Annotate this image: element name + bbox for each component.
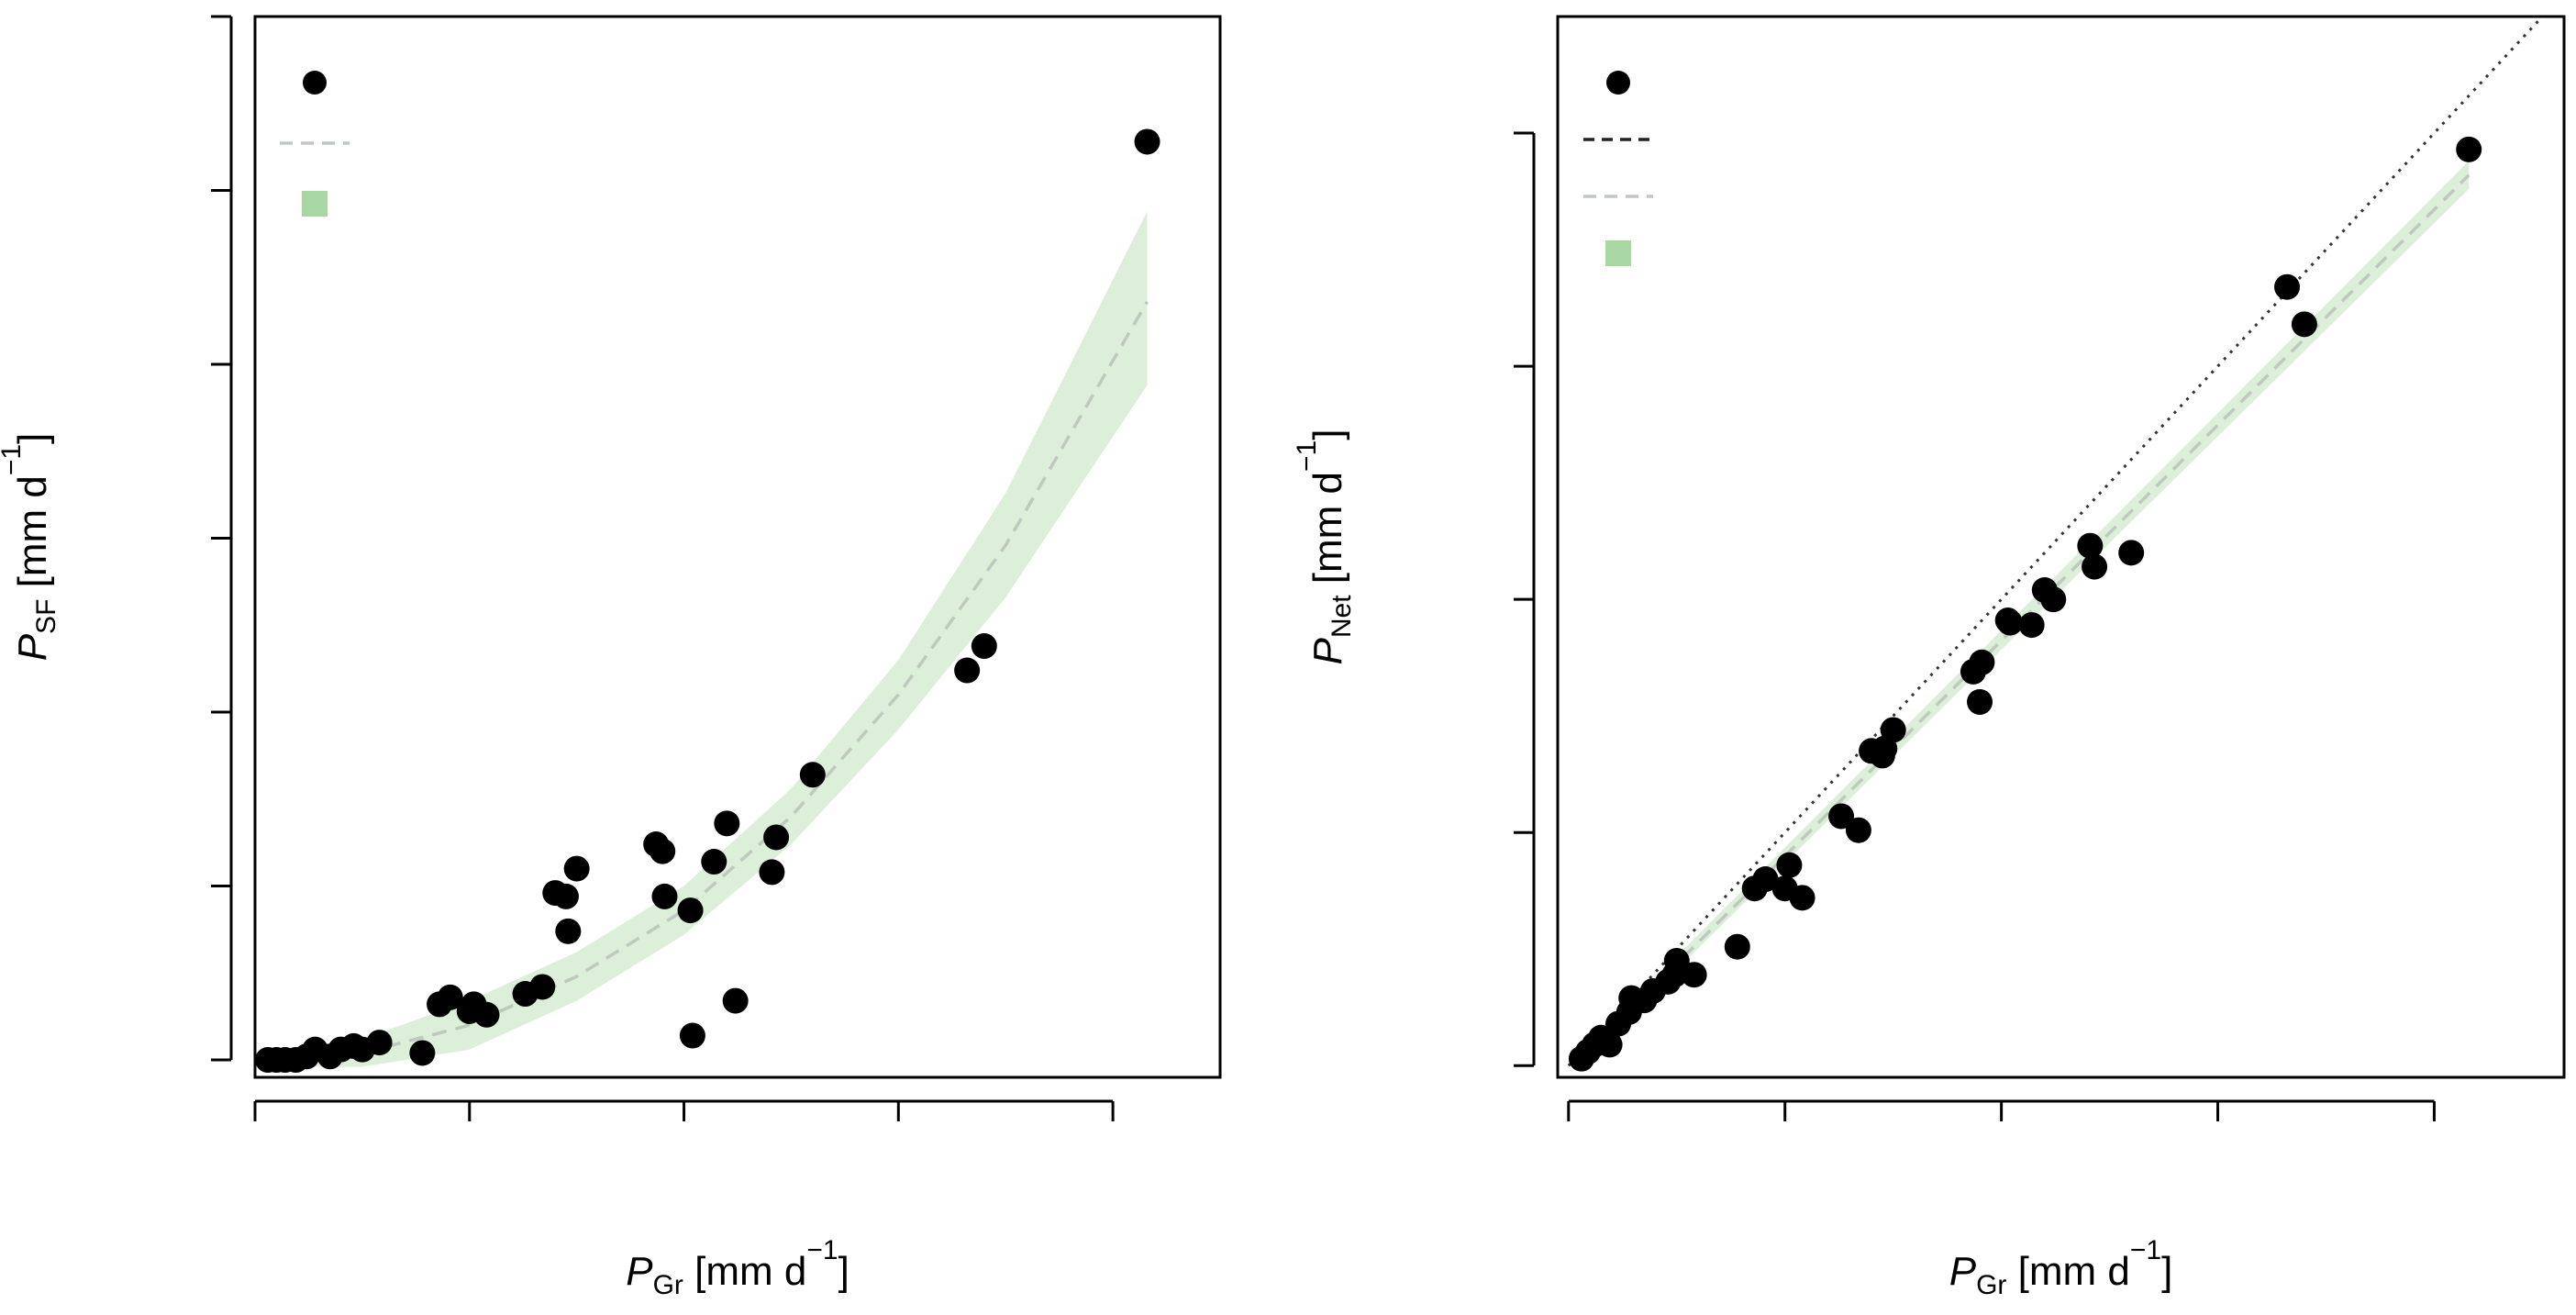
axis-title-symbol: P <box>1949 1249 1977 1294</box>
data-point <box>563 855 590 882</box>
data-point <box>1828 803 1855 830</box>
data-point <box>2274 273 2301 300</box>
data-point <box>1724 933 1750 960</box>
axis-title-sup: −1 <box>2130 1235 2161 1265</box>
panel-a: PGr [mm d−1]PSF [mm d−1] <box>0 15 1222 1300</box>
legend-band-symbol <box>302 191 328 217</box>
axis-title-sup: −1 <box>1292 440 1322 472</box>
data-point <box>971 633 997 660</box>
axis-title-unit: [mm d <box>2006 1249 2129 1294</box>
axis-title-sub: Gr <box>1976 1270 2006 1300</box>
data-point <box>1969 649 1995 675</box>
data-point <box>555 918 582 944</box>
data-point <box>651 883 678 909</box>
data-point <box>1776 852 1803 878</box>
data-point <box>1845 817 1871 843</box>
axis-title-sup: −1 <box>806 1235 838 1265</box>
axis-title-unit: [mm d <box>683 1249 806 1294</box>
y-axis-title: PSF [mm d−1] <box>0 433 61 662</box>
one-to-one-line <box>1567 15 2544 1067</box>
axis-title-symbol: P <box>626 1249 653 1294</box>
data-point <box>1967 688 1993 715</box>
x-axis-title: PGr [mm d−1] <box>1949 1235 2173 1300</box>
legend-point-symbol <box>1606 71 1630 95</box>
axis-title-close: ] <box>1305 429 1350 440</box>
data-point <box>2118 540 2145 566</box>
axis-title-unit: [mm d <box>10 475 55 598</box>
data-point <box>2077 532 2104 559</box>
data-point <box>954 657 981 684</box>
data-point <box>2018 612 2045 639</box>
axis-title-symbol: P <box>10 633 55 661</box>
y-axis-title: PNet [mm d−1] <box>1292 429 1357 665</box>
confidence-band <box>1581 161 2470 1064</box>
axis-title-unit: [mm d <box>1305 472 1350 595</box>
data-point <box>437 984 463 1010</box>
legend-point-symbol <box>303 71 327 95</box>
legend-band-symbol <box>1605 240 1631 266</box>
data-point <box>722 987 749 1014</box>
data-point <box>759 859 785 886</box>
confidence-band <box>268 211 1148 1067</box>
data-point <box>1663 947 1690 974</box>
data-point <box>679 1022 705 1049</box>
data-point <box>650 838 676 864</box>
x-axis-title: PGr [mm d−1] <box>626 1235 849 1300</box>
data-point <box>552 883 579 909</box>
plot-frame <box>1556 15 2566 1079</box>
data-point <box>529 974 556 1000</box>
data-point <box>1752 866 1779 893</box>
data-point <box>1596 1031 1623 1058</box>
data-point <box>2291 311 2317 338</box>
data-point <box>1789 885 1815 911</box>
axis-title-symbol: P <box>1305 637 1350 664</box>
axis-title-sub: Gr <box>653 1270 683 1300</box>
data-point <box>701 849 727 875</box>
data-point <box>1134 128 1160 155</box>
data-point <box>2082 553 2108 580</box>
data-point <box>2456 136 2482 162</box>
data-point <box>473 1001 500 1028</box>
data-point <box>1997 609 2024 636</box>
data-point <box>409 1040 436 1066</box>
data-point <box>2040 586 2067 613</box>
axis-title-sub: Net <box>1327 595 1357 638</box>
axis-title-sup: −1 <box>0 444 27 475</box>
axis-title-close: ] <box>2161 1249 2172 1294</box>
axis-title-close: ] <box>10 433 55 444</box>
data-point <box>799 762 826 788</box>
data-point <box>763 824 790 851</box>
data-point <box>1681 962 1707 988</box>
axis-title-sub: SF <box>31 599 61 634</box>
data-point <box>714 810 740 837</box>
data-point <box>366 1030 393 1056</box>
trend-line <box>267 300 1149 1062</box>
plot-frame <box>253 15 1222 1079</box>
panel-b: PGr [mm d−1]PNet [mm d−1] <box>1292 15 2566 1300</box>
data-point <box>1880 717 1906 743</box>
data-point <box>677 897 704 924</box>
axis-title-close: ] <box>838 1249 849 1294</box>
